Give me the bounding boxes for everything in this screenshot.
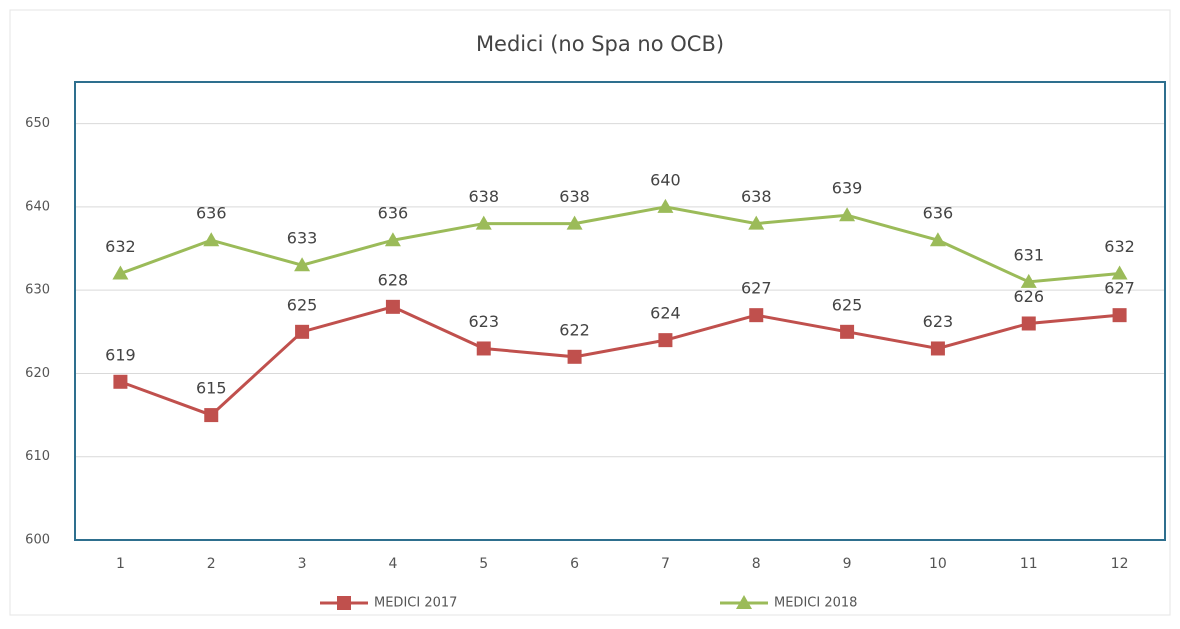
x-tick-label: 7 — [661, 556, 670, 572]
data-label: 639 — [832, 179, 863, 198]
point — [736, 595, 752, 609]
point — [749, 308, 764, 323]
data-label: 625 — [832, 295, 863, 314]
data-label: 624 — [650, 304, 681, 323]
x-tick-label: 1 — [116, 556, 125, 572]
data-label: 636 — [378, 204, 409, 223]
y-tick-label: 610 — [25, 449, 50, 464]
point — [929, 232, 946, 247]
plot-border — [74, 81, 1166, 541]
legend-label: MEDICI 2017 — [374, 596, 457, 611]
y-tick-label: 620 — [25, 366, 50, 381]
point — [1021, 316, 1036, 331]
point — [385, 299, 400, 314]
data-label: 636 — [923, 204, 954, 223]
point — [112, 265, 129, 280]
point — [204, 408, 219, 423]
data-label: 615 — [196, 379, 227, 398]
data-label: 632 — [1104, 237, 1135, 256]
point — [1020, 273, 1037, 288]
data-label: 638 — [741, 187, 772, 206]
legend-label: MEDICI 2018 — [774, 596, 857, 611]
x-tick-label: 5 — [479, 556, 488, 572]
data-label: 636 — [196, 204, 227, 223]
data-label: 623 — [923, 312, 954, 331]
data-label: 628 — [378, 270, 409, 289]
x-tick-label: 10 — [929, 556, 947, 572]
data-label: 627 — [1104, 279, 1135, 298]
data-label: 631 — [1013, 245, 1044, 264]
point — [475, 215, 492, 230]
data-label: 638 — [468, 187, 499, 206]
point — [567, 349, 582, 364]
chart-frame — [9, 9, 1171, 616]
series-line — [119, 205, 1120, 284]
point — [476, 341, 491, 356]
series-line — [119, 305, 1120, 417]
point — [839, 207, 856, 222]
chart-title: Medici (no Spa no OCB) — [476, 32, 724, 56]
point — [658, 333, 673, 348]
point — [657, 198, 674, 213]
data-label: 633 — [287, 229, 318, 248]
point — [1111, 265, 1128, 280]
point — [384, 232, 401, 247]
point — [840, 324, 855, 339]
point — [566, 215, 583, 230]
data-label: 627 — [741, 279, 772, 298]
x-tick-label: 9 — [843, 556, 852, 572]
point — [337, 596, 351, 610]
data-label: 623 — [468, 312, 499, 331]
x-tick-label: 11 — [1020, 556, 1038, 572]
point — [748, 215, 765, 230]
point — [294, 257, 311, 272]
data-label: 619 — [105, 345, 136, 364]
x-tick-label: 12 — [1111, 556, 1129, 572]
data-label: 638 — [559, 187, 590, 206]
x-tick-label: 8 — [752, 556, 761, 572]
point — [113, 374, 128, 389]
point — [203, 232, 220, 247]
x-tick-label: 6 — [570, 556, 579, 572]
x-tick-label: 4 — [388, 556, 397, 572]
x-tick-label: 3 — [298, 556, 307, 572]
data-label: 626 — [1013, 287, 1044, 306]
y-tick-label: 650 — [25, 116, 50, 131]
data-label: 640 — [650, 170, 681, 189]
y-tick-label: 630 — [25, 283, 50, 298]
data-label: 622 — [559, 320, 590, 339]
point — [295, 324, 310, 339]
data-label: 632 — [105, 237, 136, 256]
x-tick-label: 2 — [207, 556, 216, 572]
data-label: 625 — [287, 295, 318, 314]
y-tick-label: 640 — [25, 199, 50, 214]
y-tick-label: 600 — [25, 533, 50, 548]
point — [930, 341, 945, 356]
point — [1112, 308, 1127, 323]
